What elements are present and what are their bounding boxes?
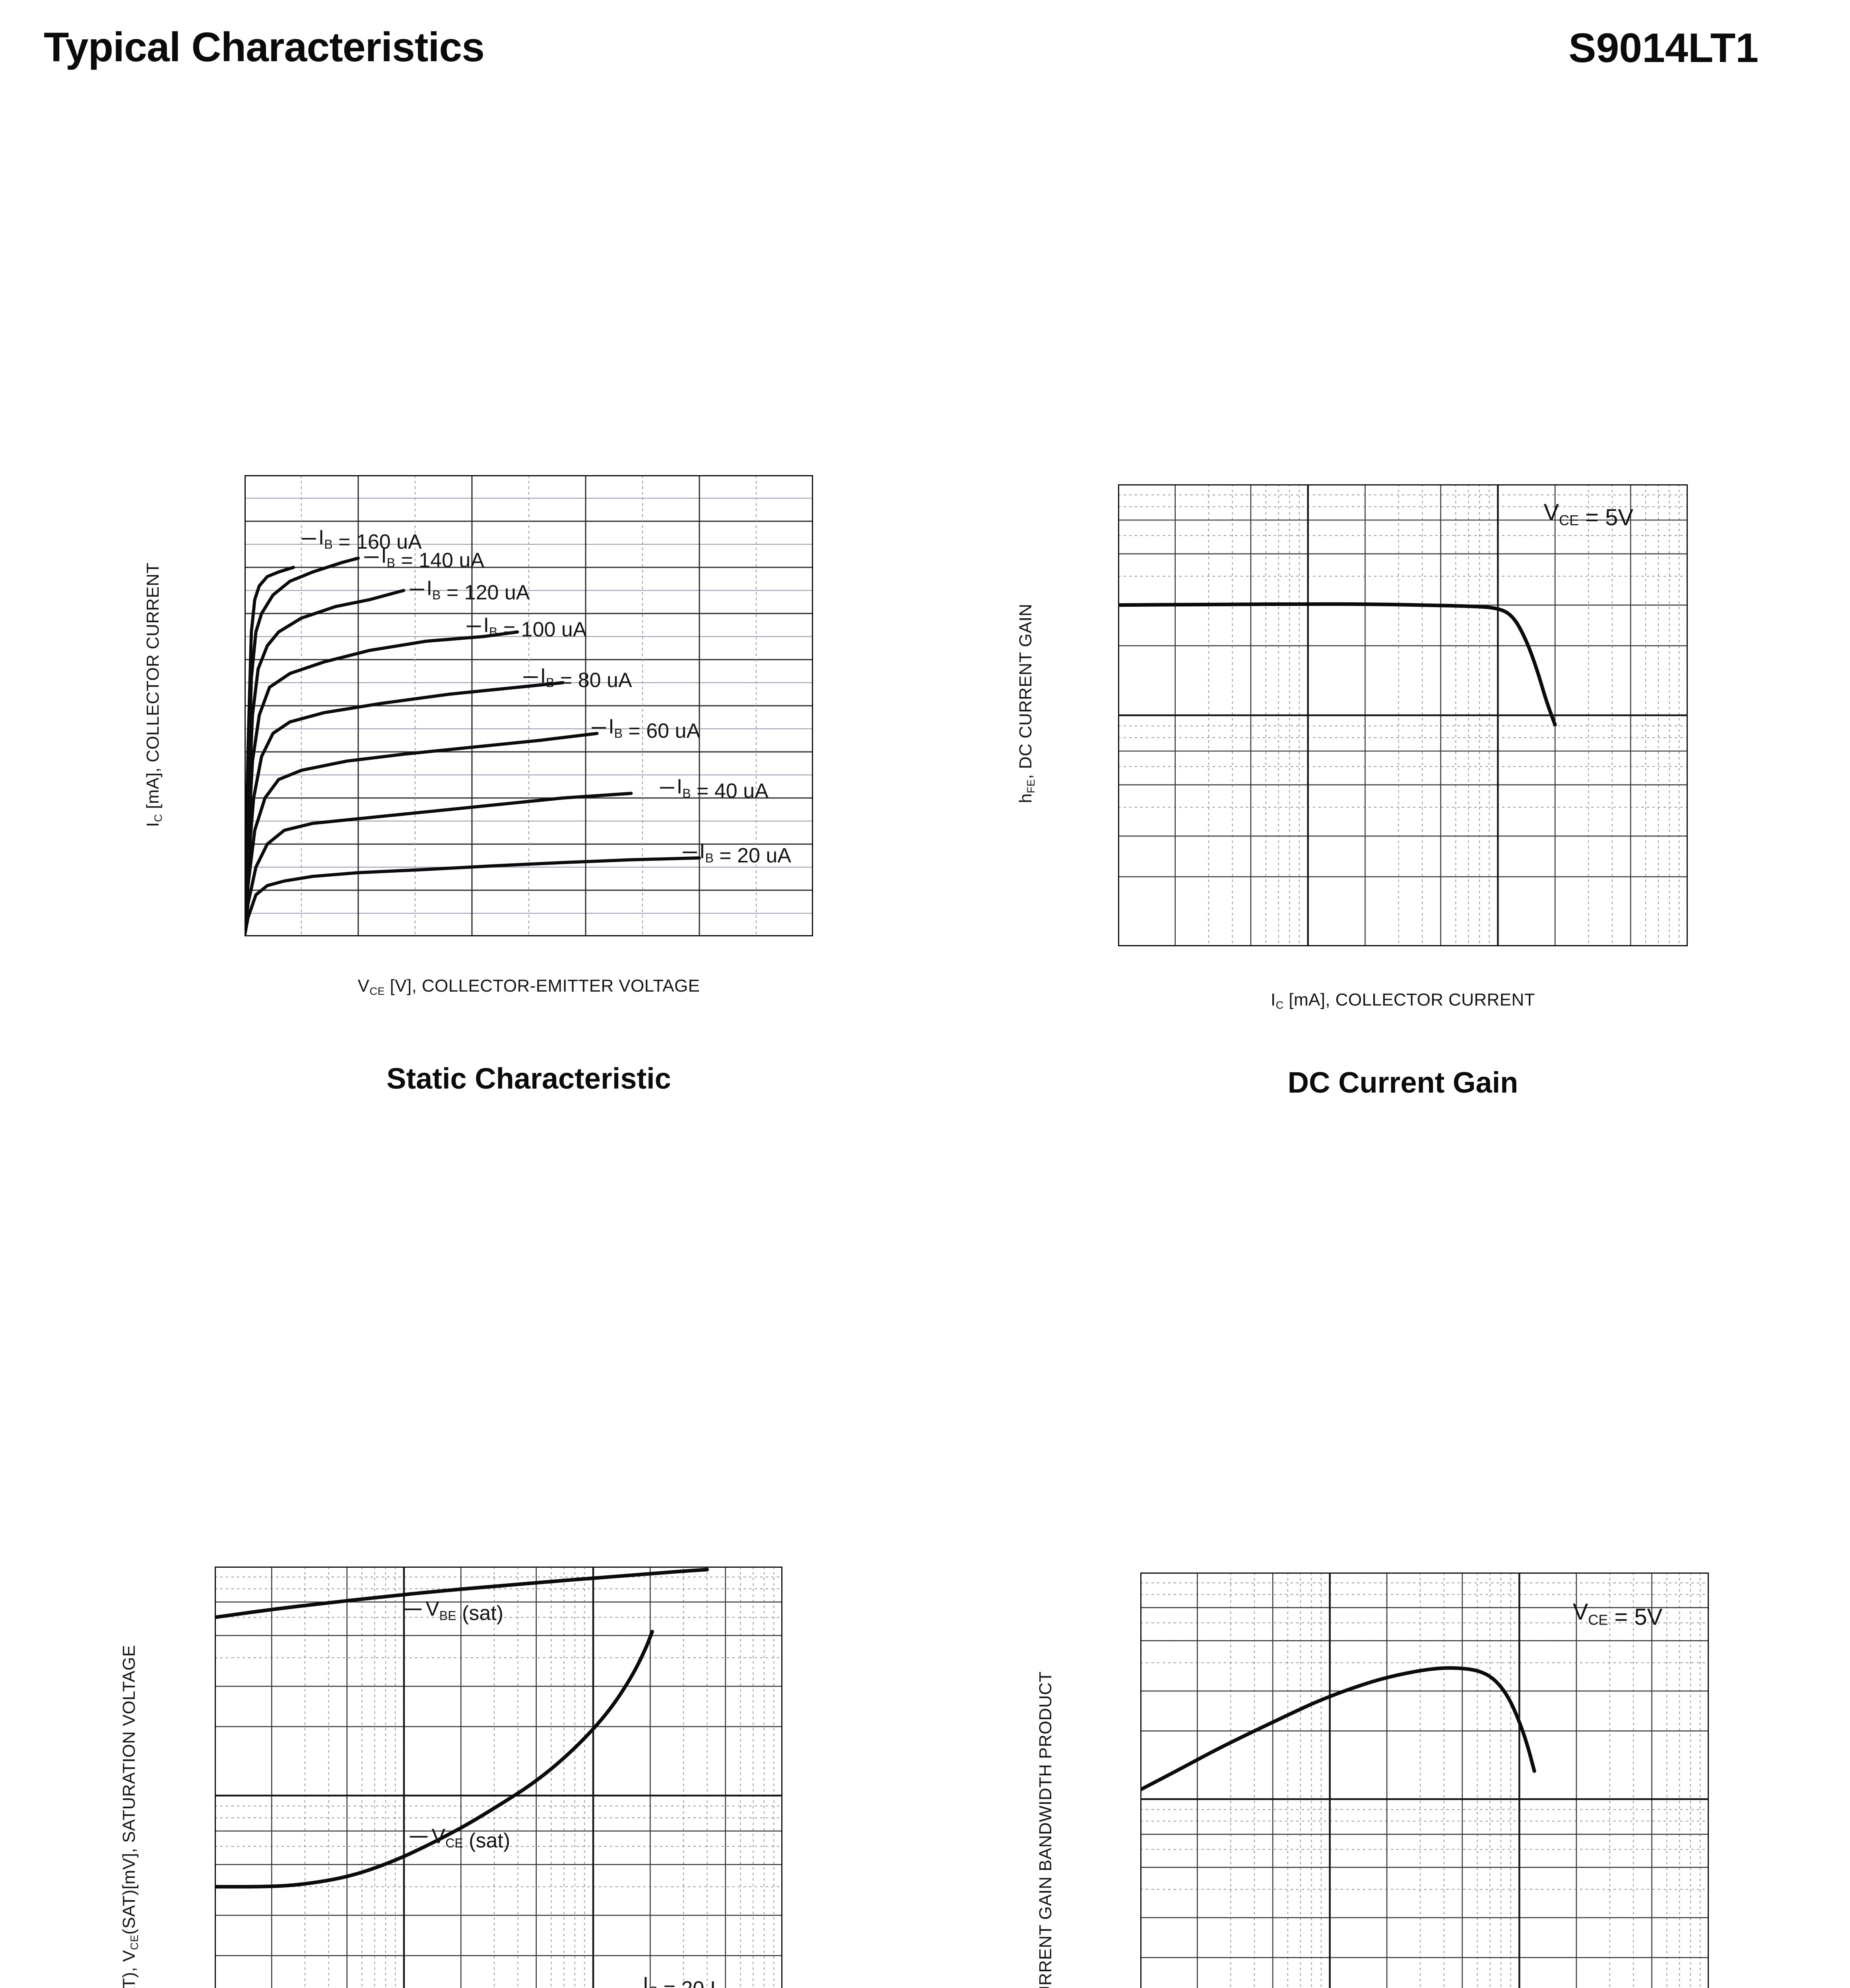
svg-text:IB = 60 uA: IB = 60 uA xyxy=(608,715,700,743)
hfe-y-axis-label: hFE, DC CURRENT GAIN xyxy=(1016,604,1037,803)
page-title: Typical Characteristics xyxy=(44,24,485,70)
svg-text:VCE = 5V: VCE = 5V xyxy=(1543,499,1633,530)
svg-text:IC = 20 IB: IC = 20 IB xyxy=(643,1973,724,1988)
static-x-axis-label: VCE [V], COLLECTOR-EMITTER VOLTAGE xyxy=(357,976,700,998)
plot-saturation-voltage: 1010010001101001000IC = 20 IBVBE (sat)VC… xyxy=(215,1567,782,1988)
plot-dc-current-gain: 1010010001101001000VCE = 5V xyxy=(1118,484,1688,946)
svg-text:IB = 120 uA: IB = 120 uA xyxy=(427,577,530,604)
saturation-voltage-svg: 1010010001101001000IC = 20 IBVBE (sat)VC… xyxy=(215,1567,782,1988)
svg-text:VCE = 5V: VCE = 5V xyxy=(1573,1599,1663,1630)
plot-static-characteristic: 010203040506070809010001020304050IB = 16… xyxy=(245,475,813,936)
svg-text:IB = 100 uA: IB = 100 uA xyxy=(483,613,587,641)
svg-text:VCE (sat): VCE (sat) xyxy=(432,1825,511,1852)
figure-saturation-voltage: 1010010001101001000IC = 20 IBVBE (sat)VC… xyxy=(0,1153,914,1988)
ft-y-axis-label: fT[MHz], CURRENT GAIN BANDWIDTH PRODUCT xyxy=(1036,1671,1055,1988)
part-number: S9014LT1 xyxy=(1569,25,1759,71)
static-y-axis-label: IC [mA], COLLECTOR CURRENT xyxy=(143,563,165,827)
plot-current-gain-bandwidth: 1010010001101001000VCE = 5V xyxy=(1140,1573,1709,1988)
dc-current-gain-svg: 1010010001101001000VCE = 5V xyxy=(1118,484,1688,946)
svg-text:IB = 40 uA: IB = 40 uA xyxy=(677,775,769,802)
dc-current-gain-caption: DC Current Gain xyxy=(1287,1066,1518,1099)
current-gain-bandwidth-svg: 1010010001101001000VCE = 5V xyxy=(1140,1573,1709,1988)
static-characteristic-svg: 010203040506070809010001020304050IB = 16… xyxy=(245,475,813,936)
hfe-x-axis-label: IC [mA], COLLECTOR CURRENT xyxy=(1271,990,1535,1011)
sat-y-axis-label: VBE(SAT), VCE(SAT)[mV], SATURATION VOLTA… xyxy=(119,1645,141,1988)
svg-text:IB = 140 uA: IB = 140 uA xyxy=(381,544,484,572)
svg-text:IB = 20 uA: IB = 20 uA xyxy=(699,840,791,867)
svg-text:IB = 80 uA: IB = 80 uA xyxy=(540,664,632,692)
figure-dc-current-gain: 1010010001101001000VCE = 5V hFE, DC CURR… xyxy=(914,0,1850,1153)
figure-static-characteristic: 010203040506070809010001020304050IB = 16… xyxy=(0,0,914,1153)
figure-current-gain-bandwidth-product: 1010010001101001000VCE = 5V fT[MHz], CUR… xyxy=(914,1153,1850,1988)
static-characteristic-caption: Static Characteristic xyxy=(386,1062,671,1095)
svg-text:VBE (sat): VBE (sat) xyxy=(425,1598,503,1625)
svg-text:IB = 160 uA: IB = 160 uA xyxy=(318,526,422,553)
